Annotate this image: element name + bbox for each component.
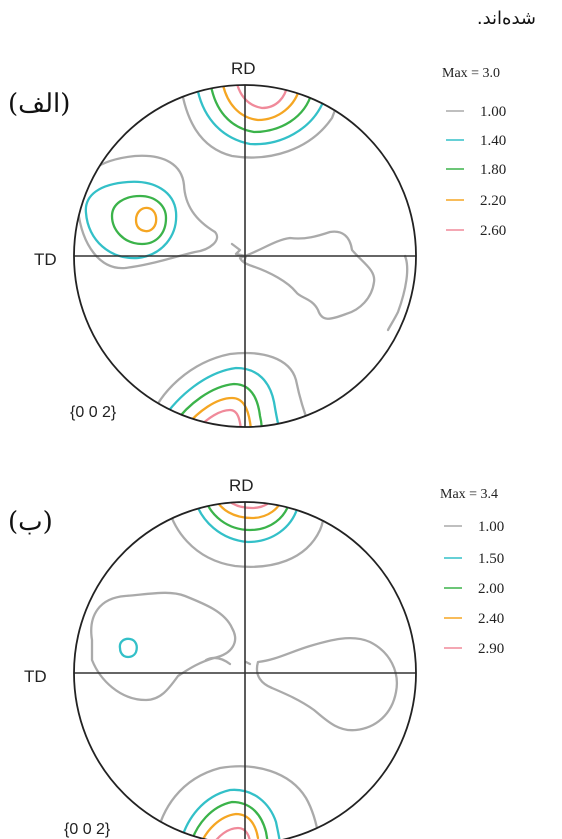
panel-a-legend-value-2: 1.40 xyxy=(480,133,506,149)
panel-a-pole-circle xyxy=(73,84,417,428)
contour-top-l3 xyxy=(208,85,314,134)
contour-left-l3 xyxy=(110,194,168,246)
contour-bottom-l1 xyxy=(148,351,314,427)
panel-b-td-label: TD xyxy=(24,667,47,686)
panel-b-max: Max = 3.4 xyxy=(440,487,498,502)
b-contour-left-l2 xyxy=(118,637,138,659)
panel-a-td-label: TD xyxy=(34,250,57,269)
contour-edge-l1 xyxy=(386,254,409,332)
contour-top-l4 xyxy=(220,85,302,122)
panel-b-pole-circle xyxy=(73,501,417,839)
b-contour-bottom-l2 xyxy=(178,788,282,839)
contour-left-l4 xyxy=(134,206,158,233)
panel-a-legend-value-3: 1.80 xyxy=(480,162,506,178)
b-contour-center-l1b xyxy=(244,660,252,666)
panel-a-plane-label: {0 0 2} xyxy=(70,404,117,421)
panel-b-legend-value-3: 2.00 xyxy=(478,581,504,597)
contour-right-l1 xyxy=(238,230,376,320)
b-contour-bottom-l1 xyxy=(153,765,322,839)
b-contour-top-l5 xyxy=(222,502,276,510)
contour-bottom-l2 xyxy=(160,366,282,427)
panel-b-label: (ب) xyxy=(8,507,53,537)
panel-a-legend-value-5: 2.60 xyxy=(480,223,506,239)
panel-b-legend-value-4: 2.40 xyxy=(478,611,504,627)
panel-a-label: (الف) xyxy=(8,89,70,119)
contour-center-l1 xyxy=(230,242,248,264)
panel-a-legend: Max = 3.0 1.00 1.40 1.80 2.20 2.60 xyxy=(442,66,506,239)
b-contour-bottom-l4 xyxy=(198,812,260,839)
contour-top-l5 xyxy=(234,85,290,110)
b-contour-top-l3 xyxy=(202,502,292,532)
panel-b-rd-label: RD xyxy=(229,476,254,495)
panel-b-legend: Max = 3.4 1.00 1.50 2.00 2.40 2.90 xyxy=(440,487,504,657)
b-contour-top-l2 xyxy=(192,502,300,544)
panel-a-legend-value-1: 1.00 xyxy=(480,104,506,120)
b-contour-bottom-l5 xyxy=(210,826,252,839)
panel-a-rd-label: RD xyxy=(231,59,256,78)
b-contour-bottom-l3 xyxy=(188,800,270,839)
panel-b: (ب) RD TD {0 0 2} xyxy=(8,476,504,839)
panel-b-plane-label: {0 0 2} xyxy=(64,821,111,838)
b-contour-left-l1 xyxy=(90,591,237,702)
panel-a-legend-value-4: 2.20 xyxy=(480,193,506,209)
panel-b-legend-value-2: 1.50 xyxy=(478,551,504,567)
b-contour-center-l1 xyxy=(204,656,232,666)
panel-b-legend-value-1: 1.00 xyxy=(478,519,504,535)
panel-a-contours xyxy=(75,85,409,427)
contour-left-l2 xyxy=(84,180,178,260)
panel-a-max: Max = 3.0 xyxy=(442,66,500,81)
panel-a: (الف) RD TD {0 0 2} xyxy=(8,59,506,428)
contour-bottom-l4 xyxy=(184,396,253,427)
b-contour-top-l4 xyxy=(212,502,284,520)
contour-left-l1 xyxy=(75,154,219,270)
b-contour-right-l1 xyxy=(255,637,398,732)
contour-bottom-l5 xyxy=(196,408,243,427)
header-text: شده‌اند. xyxy=(476,8,536,29)
panel-b-contours xyxy=(90,502,398,839)
panel-b-legend-value-5: 2.90 xyxy=(478,641,504,657)
